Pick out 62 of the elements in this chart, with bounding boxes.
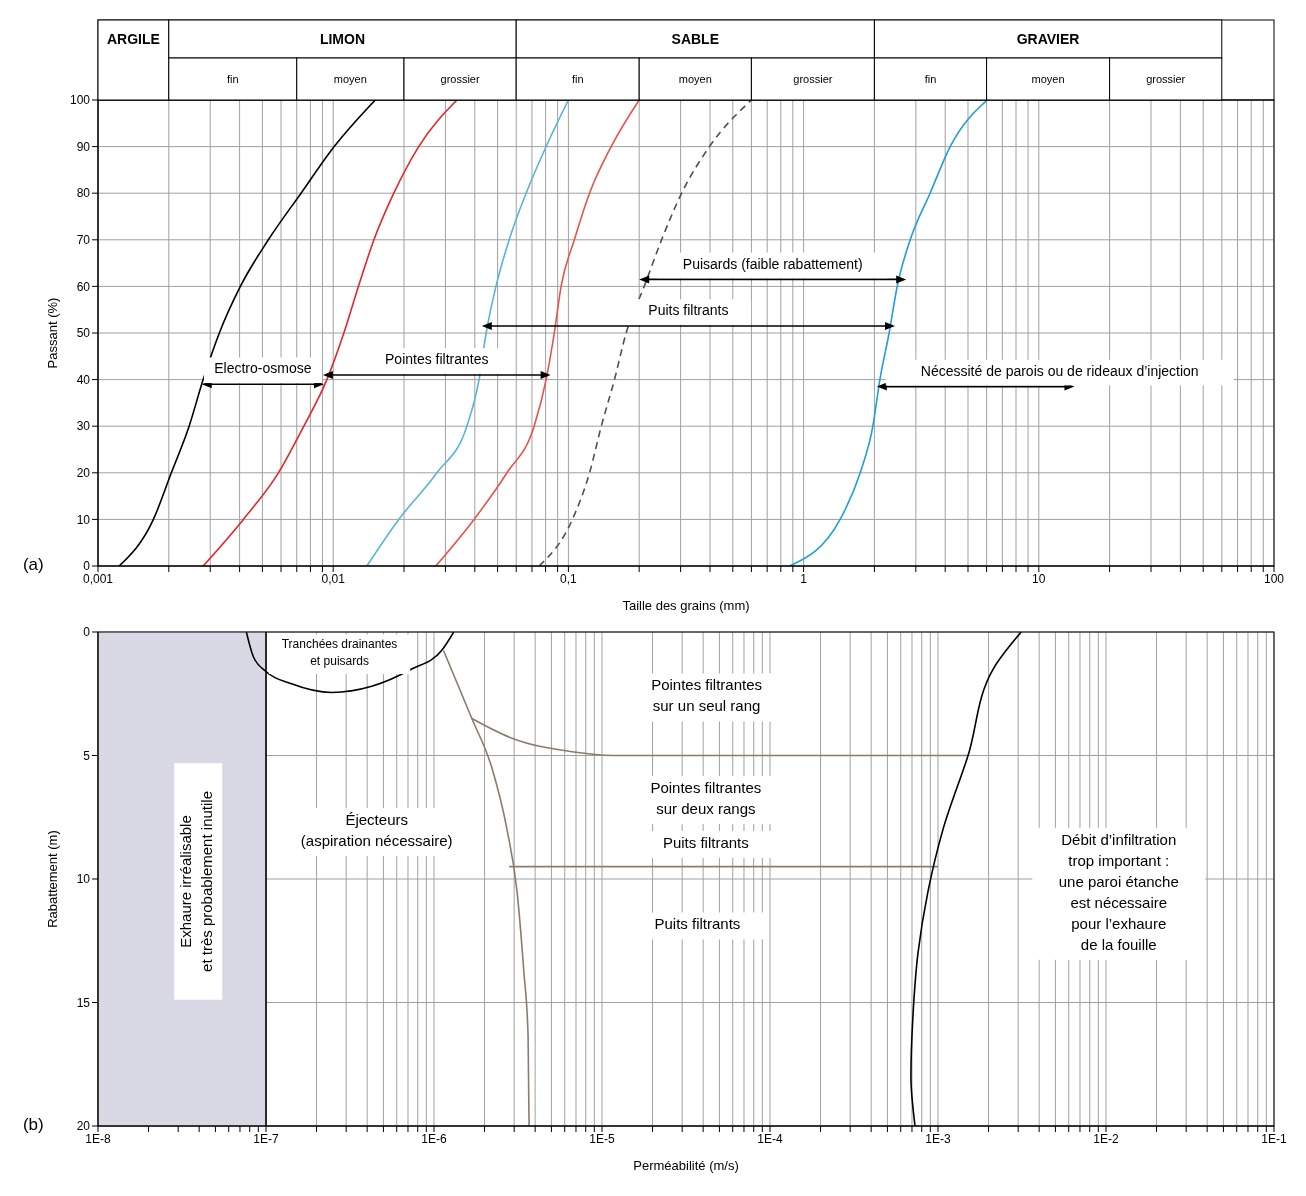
x-axis-title: Perméabilité (m/s) xyxy=(633,1158,739,1173)
annotation: Pointes filtrantes sur deux rangs xyxy=(650,778,762,817)
x-tick-label: 0,001 xyxy=(82,571,114,586)
x-axis-title: Taille des grains (mm) xyxy=(622,598,750,613)
x-tick-label: 10 xyxy=(1032,571,1046,586)
text: grossier xyxy=(1146,72,1186,85)
y-axis-title: Rabattement (m) xyxy=(44,830,60,928)
x-tick-label: 100 xyxy=(1263,571,1285,586)
y-tick-label: 90 xyxy=(76,139,91,154)
text: fin xyxy=(571,72,584,85)
x-tick-label: 1E-3 xyxy=(925,1131,951,1146)
y-axis-title: Passant (%) xyxy=(44,297,60,369)
text: fin xyxy=(924,72,937,85)
y-tick-label: 80 xyxy=(76,186,91,201)
y-tick-label: 5 xyxy=(83,748,91,763)
y-tick-label: 60 xyxy=(76,279,91,294)
series-label: Nécessité de parois ou de rideaux d’injection xyxy=(920,362,1199,379)
series-label: Pointes filtrantes xyxy=(385,351,489,368)
x-tick-label: 1E-4 xyxy=(757,1131,783,1146)
y-tick-label: 30 xyxy=(76,419,91,434)
text: ARGILE xyxy=(106,31,160,47)
y-tick-label: 100 xyxy=(69,93,91,108)
y-tick-label: 0 xyxy=(83,559,91,574)
y-tick-label: 10 xyxy=(76,512,91,527)
text: (b) xyxy=(22,1115,44,1135)
x-tick-label: 1E-7 xyxy=(253,1131,279,1146)
text: GRAVIER xyxy=(1016,31,1080,48)
annotation: Tranchées drainantes et puisards xyxy=(281,637,398,669)
x-tick-label: 1E-2 xyxy=(1093,1131,1119,1146)
annotation: Puits filtrants xyxy=(662,833,749,851)
y-tick-label: 0 xyxy=(83,625,91,640)
x-tick-label: 0,1 xyxy=(560,571,578,586)
text: moyen xyxy=(333,72,367,85)
x-tick-label: 1E-6 xyxy=(421,1131,447,1146)
y-tick-label: 20 xyxy=(76,1119,91,1134)
text: LIMON xyxy=(319,31,366,48)
text: (a) xyxy=(22,555,44,575)
x-tick-label: 1 xyxy=(800,571,808,586)
annotation: Éjecteurs (aspiration nécessaire) xyxy=(300,811,453,850)
annotation: Exhaure irréalisable et très probablement inutile xyxy=(177,791,216,972)
text: SABLE xyxy=(671,31,720,48)
series-label: Puits filtrants xyxy=(648,302,729,319)
x-tick-label: 1E-1 xyxy=(1261,1131,1287,1146)
x-tick-label: 1E-8 xyxy=(85,1131,111,1146)
text: moyen xyxy=(1031,72,1065,85)
annotation: Débit d’infiltration trop important : une paroi étanche est nécessaire pour l’exhaure de la fouille xyxy=(1058,830,1179,953)
series-label: Puisards (faible rabattement) xyxy=(682,255,863,272)
y-tick-label: 20 xyxy=(76,466,91,481)
y-tick-label: 50 xyxy=(76,326,91,341)
text: grossier xyxy=(440,72,480,85)
x-tick-label: 0,01 xyxy=(321,571,346,586)
y-tick-label: 10 xyxy=(76,872,91,887)
annotation: Puits filtrants xyxy=(654,915,741,933)
text: moyen xyxy=(678,72,712,85)
text: fin xyxy=(226,72,239,85)
series-label: Electro-osmose xyxy=(214,360,312,377)
annotation: Pointes filtrantes sur un seul rang xyxy=(651,676,763,715)
y-tick-label: 15 xyxy=(76,995,91,1010)
y-tick-label: 40 xyxy=(76,372,91,387)
y-tick-label: 70 xyxy=(76,233,91,248)
x-tick-label: 1E-5 xyxy=(589,1131,615,1146)
text: grossier xyxy=(793,72,833,85)
